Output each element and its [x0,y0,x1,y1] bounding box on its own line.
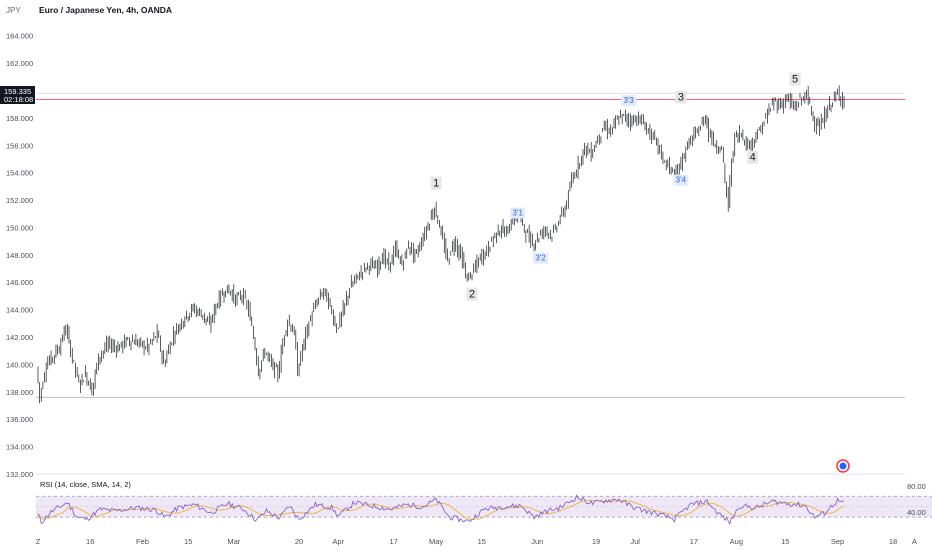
chart-title: Euro / Japanese Yen, 4h, OANDA [39,5,172,15]
wave-label: 5 [792,74,798,86]
y-tick-label: 148.000 [6,251,33,260]
wave-label-box [747,150,759,164]
rsi-level-80: 80.00 [907,482,926,491]
x-tick-label: Jun [531,537,543,546]
x-tick-label: 18 [889,537,897,546]
rsi-sma-line [37,500,845,520]
price-tag-value: 159.335 [4,87,31,96]
price-tag-countdown: 02:18:08 [4,95,33,104]
y-tick-label: 156.000 [6,141,33,150]
y-tick-label: 142.000 [6,333,33,342]
x-tick-label: 15 [184,537,192,546]
wave-label-box [533,252,549,264]
current-price-tag: 159.335 02:18:08 [0,86,35,104]
y-tick-label: 132.000 [6,470,33,479]
wave-label: 3'3 [623,96,634,105]
price-series [37,85,845,404]
wave-label-box [430,176,442,190]
wave-label: 3 [678,91,684,103]
y-tick-label: 136.000 [6,415,33,424]
wave-label-box [510,207,526,219]
auto-scale-button[interactable]: A [912,537,917,546]
x-tick-label: 16 [86,537,94,546]
rsi-panel [36,494,932,525]
x-tick-label: 19 [592,537,600,546]
wave-label: 3'2 [535,254,546,263]
wave-label: 4 [750,152,756,164]
price-tag-bg [0,86,35,104]
x-tick-label: Apr [332,537,344,546]
y-tick-label: 162.000 [6,59,33,68]
wave-labels: 1 2 3'1 3'2 3'3 3 3'4 4 5 [430,72,801,301]
price-levels [36,92,905,398]
y-tick-label: 134.000 [6,443,33,452]
axis-layer: 164.000162.000160.000158.000156.000154.0… [6,32,905,546]
y-tick-label: 138.000 [6,388,33,397]
wave-label: 1 [433,178,439,190]
wave-label: 2 [469,289,475,301]
x-tick-label: Feb [136,537,149,546]
x-tick-label: Mar [227,537,240,546]
x-tick-label: 15 [478,537,486,546]
rsi-line [37,494,845,525]
wave-label-box [466,287,478,301]
x-tick-label: 20 [295,537,303,546]
alert-icon[interactable] [836,459,850,473]
y-tick-label: 140.000 [6,360,33,369]
wave-label-box [675,90,687,104]
y-tick-label: 154.000 [6,169,33,178]
y-tick-label: 146.000 [6,278,33,287]
wave-label-box [621,95,637,107]
wave-label: 3'1 [512,208,523,217]
x-tick-label: Aug [730,537,743,546]
x-tick-label: May [429,537,443,546]
y-tick-label: 164.000 [6,32,33,41]
wave-label: 3'4 [676,176,687,185]
x-tick-label: 15 [781,537,789,546]
x-tick-label: Jul [630,537,640,546]
x-tick-label: 17 [390,537,398,546]
y-tick-label: 152.000 [6,196,33,205]
y-tick-label: 150.000 [6,223,33,232]
rsi-band [36,496,932,518]
wave-label-box [673,174,689,186]
x-tick-label: 17 [690,537,698,546]
x-tick-label: Sep [831,537,844,546]
currency-label: JPY [6,6,21,15]
y-tick-label: 158.000 [6,114,33,123]
x-tick-label: Z [36,537,41,546]
rsi-title: RSI (14, close, SMA, 14, 2) [40,480,131,489]
rsi-level-40: 40.00 [907,508,926,517]
y-tick-label: 144.000 [6,306,33,315]
wave-label-box [789,72,801,86]
